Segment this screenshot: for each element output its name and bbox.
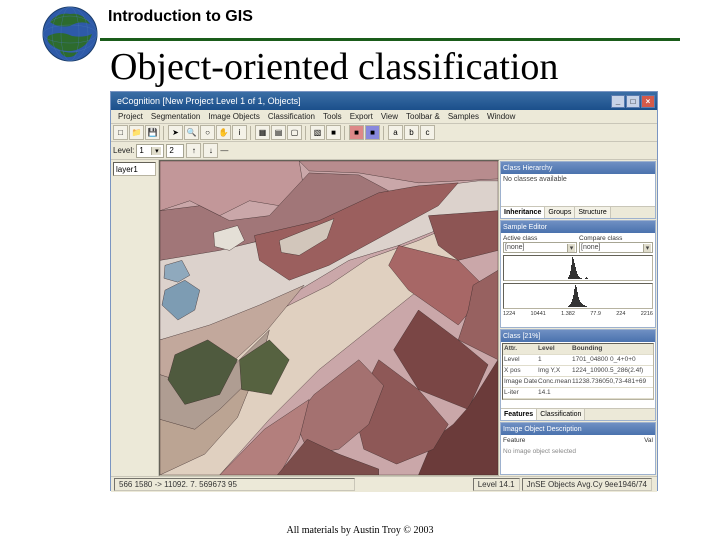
info-grid: Attr.LevelBoundingLevel11701_04800 0_4+0… [502, 343, 654, 400]
app-window: eCognition [New Project Level 1 of 1, Ob… [110, 91, 658, 491]
panel-title: Image Object Description [501, 423, 655, 435]
panel-sample-editor: Sample Editor Active class [none]▾ Compa… [500, 220, 656, 328]
maximize-button[interactable]: □ [626, 95, 640, 108]
slide-title: Object-oriented classification [110, 45, 720, 89]
compare-class-select[interactable]: [none]▾ [579, 242, 653, 253]
tb-new-icon[interactable]: □ [113, 125, 128, 140]
menu-segmentation[interactable]: Segmentation [147, 112, 204, 121]
panel-title: Class Hierarchy [501, 162, 655, 174]
menu-export[interactable]: Export [346, 112, 377, 121]
tb-a-icon[interactable]: a [388, 125, 403, 140]
footer-attribution: All materials by Austin Troy © 2003 [0, 525, 720, 536]
header-title: Introduction to GIS [108, 8, 253, 26]
tb-zoom-icon[interactable]: 🔍 [184, 125, 199, 140]
sidebar-item[interactable]: layer1 [113, 162, 156, 176]
tab-inheritance[interactable]: Inheritance [501, 207, 545, 218]
tb-c-icon[interactable]: c [420, 125, 435, 140]
val-label: Val [644, 437, 653, 444]
tb-sep [163, 126, 165, 140]
status-objects: JnSE Objects Avg.Cy 9ee1946/74 [522, 478, 652, 491]
menu-imageobjects[interactable]: Image Objects [204, 112, 264, 121]
panel-body: No classes available [501, 174, 655, 206]
tb-sep [250, 126, 252, 140]
toolbar-2: Level: 1▾ 2 ↑ ↓ — [111, 142, 657, 160]
histogram-ticks: 1224104411.38277.92242216 [503, 311, 653, 317]
menu-toolbar[interactable]: Toolbar & [402, 112, 444, 121]
tb-sep [344, 126, 346, 140]
level-label: Level: [113, 146, 134, 155]
menu-samples[interactable]: Samples [444, 112, 483, 121]
window-controls: _ □ × [611, 95, 655, 108]
tb-up-icon[interactable]: ↑ [186, 143, 201, 158]
level-select[interactable]: 1▾ [136, 144, 164, 158]
toolbar-1: □ 📁 💾 ➤ 🔍 ○ ✋ i ▦ ▤ ▢ ▧ ■ ■ ■ a b c [111, 124, 657, 142]
statusbar: 566 1580 -> 11092. 7. 569673 95 Level 14… [111, 476, 657, 492]
active-class-label: Active class [503, 235, 577, 242]
tb-outline-icon[interactable]: ▢ [287, 125, 302, 140]
panel-class-hierarchy: Class Hierarchy No classes available Inh… [500, 161, 656, 219]
menu-view[interactable]: View [377, 112, 402, 121]
tb-fill-icon[interactable]: ■ [326, 125, 341, 140]
panel-tabs: FeaturesClassification [501, 408, 655, 420]
segmented-svg [160, 161, 498, 475]
tb-extra: — [220, 146, 228, 155]
tab-structure[interactable]: Structure [575, 207, 610, 218]
right-panels: Class Hierarchy No classes available Inh… [499, 160, 657, 476]
minimize-button[interactable]: _ [611, 95, 625, 108]
close-button[interactable]: × [641, 95, 655, 108]
menubar: ProjectSegmentationImage ObjectsClassifi… [111, 110, 657, 124]
histogram-b [503, 283, 653, 309]
histogram-a [503, 255, 653, 281]
tb-arrow-icon[interactable]: ➤ [168, 125, 183, 140]
menu-window[interactable]: Window [483, 112, 519, 121]
chevron-down-icon: ▾ [567, 244, 575, 252]
panel-tabs: InheritanceGroupsStructure [501, 206, 655, 218]
chevron-down-icon: ▾ [151, 147, 161, 155]
tb-palette-icon[interactable]: ▧ [310, 125, 325, 140]
tb-sep [383, 126, 385, 140]
tb-info-icon[interactable]: i [232, 125, 247, 140]
compare-class-label: Compare class [579, 235, 653, 242]
feature-label: Feature [503, 437, 525, 444]
tb-zoomout-icon[interactable]: ○ [200, 125, 215, 140]
status-coords: 566 1580 -> 11092. 7. 569673 95 [114, 478, 355, 491]
tb-grid-icon[interactable]: ▤ [271, 125, 286, 140]
tb-open-icon[interactable]: 📁 [129, 125, 144, 140]
panel-body: Feature Val No image object selected [501, 435, 655, 474]
active-class-select[interactable]: [none]▾ [503, 242, 577, 253]
panel-title: Sample Editor [501, 221, 655, 233]
tb-b-icon[interactable]: b [404, 125, 419, 140]
menu-project[interactable]: Project [114, 112, 147, 121]
panel-body: Active class [none]▾ Compare class [none… [501, 233, 655, 327]
tab-groups[interactable]: Groups [545, 207, 575, 218]
tb-down-icon[interactable]: ↓ [203, 143, 218, 158]
panel-body: Attr.LevelBoundingLevel11701_04800 0_4+0… [501, 342, 655, 408]
panel-description: Image Object Description Feature Val No … [500, 422, 656, 475]
panel-object-info: Class [21%] Attr.LevelBoundingLevel11701… [500, 329, 656, 421]
titlebar: eCognition [New Project Level 1 of 1, Ob… [111, 92, 657, 110]
menu-tools[interactable]: Tools [319, 112, 346, 121]
tab-classification[interactable]: Classification [537, 409, 585, 420]
tb-class-icon[interactable]: ■ [349, 125, 364, 140]
content-row: layer1 Class Hierarchy No classes availa… [111, 160, 657, 476]
tb-pan-icon[interactable]: ✋ [216, 125, 231, 140]
image-canvas[interactable] [159, 160, 499, 476]
status-level: Level 14.1 [473, 478, 520, 491]
globe-icon [40, 4, 100, 64]
header-rule [100, 38, 680, 41]
spin-select[interactable]: 2 [166, 144, 184, 158]
tb-samp-icon[interactable]: ■ [365, 125, 380, 140]
chevron-down-icon: ▾ [643, 244, 651, 252]
tb-layers-icon[interactable]: ▦ [255, 125, 270, 140]
menu-classification[interactable]: Classification [264, 112, 319, 121]
left-sidebar: layer1 [111, 160, 159, 476]
tab-features[interactable]: Features [501, 409, 537, 420]
feature-value: No image object selected [503, 448, 653, 455]
tb-sep [305, 126, 307, 140]
window-title: eCognition [New Project Level 1 of 1, Ob… [113, 96, 611, 106]
tb-save-icon[interactable]: 💾 [145, 125, 160, 140]
panel-title: Class [21%] [501, 330, 655, 342]
